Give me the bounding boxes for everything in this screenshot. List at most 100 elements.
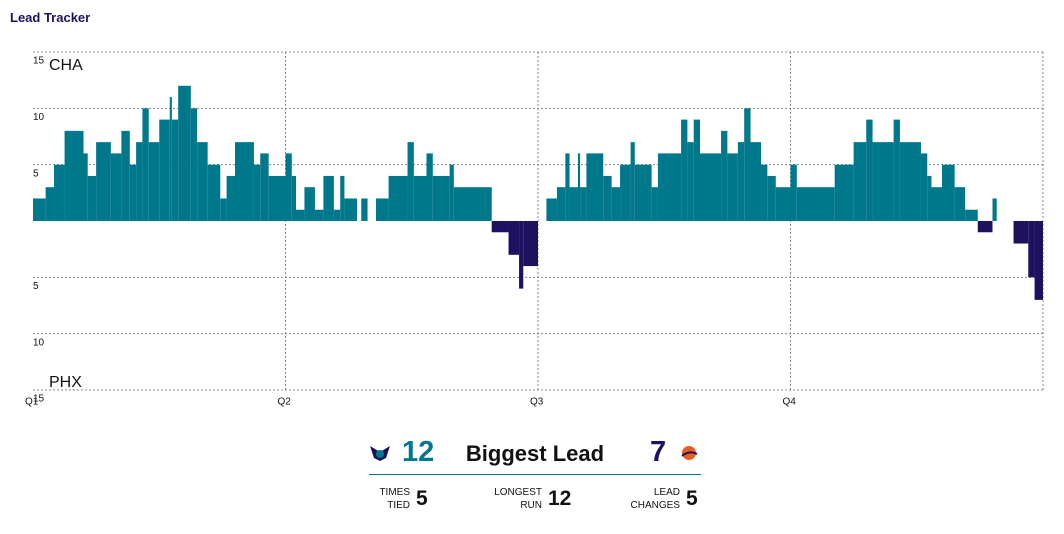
lead-bar [927,175,932,221]
away-logo [681,446,698,460]
lead-bar [220,198,227,221]
lead-bar [285,153,292,221]
lead-bar [296,209,305,221]
lead-bar [761,164,768,221]
team-top-label: CHA [49,57,83,74]
lead-bar [491,221,509,233]
lead-bar [413,175,427,221]
lead-bar [630,142,635,221]
lead-bar [453,187,492,221]
y-tick-label: 10 [33,112,45,123]
stat-value: 5 [416,487,428,510]
lead-bar [954,187,966,221]
lead-bar [159,119,170,221]
team-bottom-label: PHX [49,374,82,391]
lead-bar [291,175,297,221]
lead-bar [1034,221,1043,300]
lead-bar [569,187,578,221]
lead-bar [611,187,621,221]
lead-bar [54,164,65,221]
lead-bar [893,119,900,221]
lead-bar [634,164,652,221]
lead-bar [449,164,454,221]
lead-bar [178,85,191,221]
lead-bar [235,142,254,221]
lead-bar [33,198,46,221]
lead-bar [796,187,835,221]
lead-bar [407,142,414,221]
lead-bar [64,130,84,221]
lead-bar [775,187,791,221]
lead-bar [45,187,55,221]
lead-bar [523,221,538,267]
lead-bar [190,108,198,221]
lead-bar [790,164,797,221]
x-tick-label: Q2 [278,397,292,408]
lead-bar [693,119,701,221]
lead-bar [681,119,688,221]
home-biggest-lead: 12 [402,436,435,468]
stat: LONGEST RUN 12 [492,486,571,512]
lead-bar [83,153,88,221]
stat-label: LEAD CHANGES [630,487,680,511]
lead-bar [268,175,286,221]
lead-bar [314,209,324,221]
lead-bar [744,108,751,221]
lead-bar [565,153,570,221]
stat-value: 5 [686,487,698,510]
lead-bar [853,142,867,221]
lead-bar [1028,221,1035,278]
away-biggest-lead: 7 [650,436,667,468]
lead-bar [577,153,581,221]
lead-bar [603,175,612,221]
lead-bar [129,164,137,221]
lead-bar [942,164,955,221]
lead-bar [426,153,433,221]
lead-bar [375,198,389,221]
lead-bar [121,130,130,221]
x-tick-label: Q4 [783,397,797,408]
title: Lead Tracker [10,10,91,25]
lead-bar [992,198,997,221]
home-logo [370,446,390,461]
lead-bar [977,221,993,233]
lead-bar [651,187,658,221]
lead-bar [866,119,873,221]
lead-bar [110,153,122,221]
lead-bar [737,142,745,221]
y-tick-label: 15 [33,56,45,67]
lead-bar [333,209,341,221]
lead-bar [87,175,97,221]
lead-bar [323,175,334,221]
lead-bar [727,153,738,221]
lead-bar [96,142,111,221]
lead-bar [556,187,566,221]
y-tick-label: 10 [33,337,45,348]
lead-bar [687,142,694,221]
lead-bar [207,164,221,221]
stat-value: 12 [548,487,572,510]
lead-bar [519,221,524,289]
lead-bar [899,142,921,221]
lead-bar [834,164,854,221]
lead-bar [304,187,315,221]
lead-bar [872,142,894,221]
summary: 12 Biggest Lead 7 TIMES TIED 5 LONGEST R… [360,432,710,522]
lead-bar [340,175,345,221]
lead-bar [361,198,368,221]
lead-bar [700,153,722,221]
stat-label: LONGEST RUN [494,487,542,511]
lead-bar [586,153,604,221]
lead-bar [546,198,557,221]
lead-bar [136,142,143,221]
lead-bar [657,153,682,221]
lead-bar [142,108,149,221]
y-tick-label: 5 [33,281,39,292]
lead-bar [148,142,160,221]
x-tick-label: Q1 [25,397,39,408]
lead-bar [432,175,450,221]
lead-bar [226,175,235,221]
lead-bar [620,164,631,221]
